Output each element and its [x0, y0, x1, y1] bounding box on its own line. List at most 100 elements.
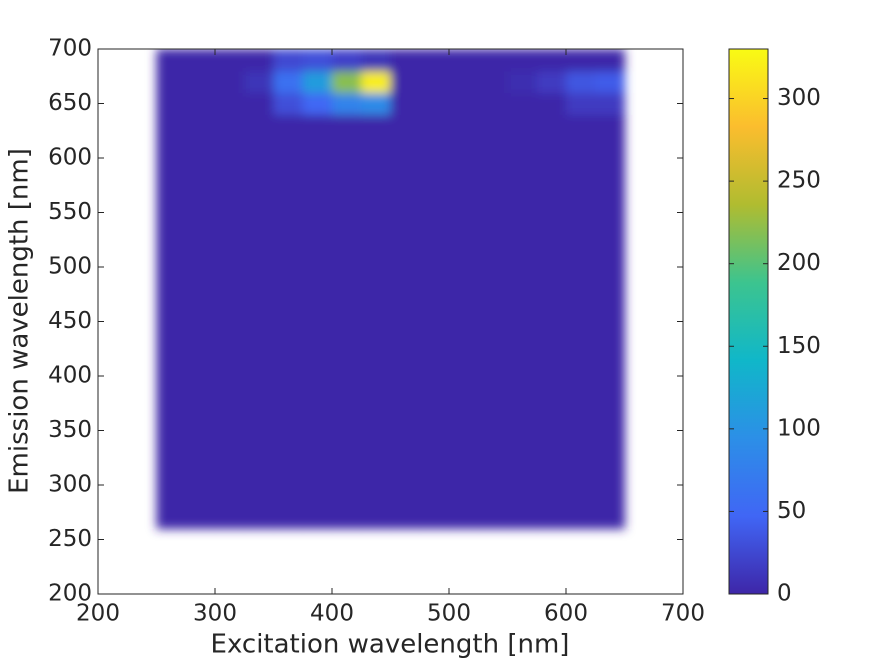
cell	[507, 310, 538, 333]
cell	[156, 441, 187, 464]
cell	[390, 506, 421, 530]
cell	[449, 201, 479, 224]
cell	[332, 201, 362, 224]
cell	[566, 245, 596, 268]
cell	[595, 92, 625, 115]
cell	[302, 397, 333, 421]
cell	[244, 179, 274, 203]
cell	[419, 354, 450, 377]
cell	[302, 70, 333, 94]
cell	[507, 463, 538, 486]
cell	[595, 485, 625, 508]
x-tick-label: 500	[427, 601, 471, 627]
cell	[566, 201, 596, 224]
cell	[507, 201, 538, 224]
y-tick-label: 700	[48, 36, 92, 62]
cell	[244, 267, 274, 290]
cell	[215, 288, 245, 312]
cell	[507, 441, 538, 464]
cell	[507, 92, 538, 115]
cell	[478, 441, 508, 464]
cell	[566, 70, 596, 94]
cell	[332, 463, 362, 486]
cell	[536, 70, 567, 94]
cell	[302, 201, 333, 224]
cell	[419, 485, 450, 508]
cell	[273, 245, 304, 268]
cell	[273, 70, 304, 94]
cell	[215, 136, 245, 159]
cell	[244, 419, 274, 442]
cell	[273, 310, 304, 333]
cell	[478, 354, 508, 377]
y-tick-label: 450	[48, 308, 92, 334]
cell	[361, 114, 391, 137]
cell	[595, 332, 625, 355]
cell	[566, 332, 596, 355]
cell	[361, 441, 391, 464]
cell	[185, 158, 216, 181]
cell	[566, 376, 596, 399]
cell	[244, 463, 274, 486]
cell	[302, 245, 333, 268]
cell	[185, 288, 216, 312]
cell	[361, 485, 391, 508]
cell	[215, 463, 245, 486]
cell	[215, 49, 245, 72]
cell	[390, 70, 421, 94]
cell	[244, 397, 274, 421]
cell	[185, 92, 216, 115]
cell	[536, 179, 567, 203]
cell	[478, 463, 508, 486]
cell	[449, 419, 479, 442]
cell	[419, 223, 450, 246]
cell	[156, 158, 187, 181]
cell	[273, 288, 304, 312]
cell	[449, 223, 479, 246]
cell	[449, 179, 479, 203]
cell	[478, 136, 508, 159]
cell	[536, 376, 567, 399]
cell	[507, 332, 538, 355]
cell	[302, 49, 333, 72]
cell	[273, 332, 304, 355]
cell	[215, 310, 245, 333]
cell	[244, 223, 274, 246]
cell	[449, 245, 479, 268]
cell	[478, 245, 508, 268]
cell	[419, 245, 450, 268]
cell	[478, 506, 508, 530]
cell	[156, 223, 187, 246]
cell	[507, 49, 538, 72]
cell	[595, 310, 625, 333]
cell	[302, 354, 333, 377]
cell	[361, 310, 391, 333]
cell	[566, 92, 596, 115]
cell	[156, 136, 187, 159]
cell	[215, 419, 245, 442]
cell	[273, 441, 304, 464]
cell	[273, 354, 304, 377]
cell	[478, 49, 508, 72]
cell	[302, 463, 333, 486]
cell	[507, 179, 538, 203]
cell	[536, 419, 567, 442]
cell	[566, 136, 596, 159]
cell	[390, 223, 421, 246]
x-tick-label: 300	[193, 601, 237, 627]
cell	[185, 223, 216, 246]
cell	[332, 419, 362, 442]
cell	[332, 332, 362, 355]
cell	[302, 92, 333, 115]
cell	[566, 419, 596, 442]
cell	[185, 463, 216, 486]
cell	[361, 288, 391, 312]
y-tick-label: 400	[48, 363, 92, 389]
cell	[595, 158, 625, 181]
cell	[361, 70, 391, 94]
cell	[273, 179, 304, 203]
cell	[449, 310, 479, 333]
cell	[302, 136, 333, 159]
cell	[332, 245, 362, 268]
cell	[507, 288, 538, 312]
